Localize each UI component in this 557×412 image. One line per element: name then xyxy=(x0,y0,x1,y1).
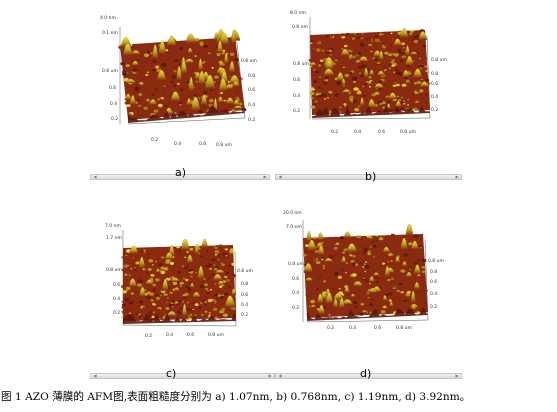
side-tick: 0.4 xyxy=(430,292,438,297)
subfigure-label-a: a) xyxy=(175,166,187,179)
afm-surface-a xyxy=(118,27,247,125)
y-tick: 0.2 xyxy=(111,117,119,122)
y-tick: 0.4 xyxy=(293,94,301,99)
side-tick: 0.8 xyxy=(248,74,256,79)
side-tick: 0.8 um xyxy=(431,58,447,63)
scroll-right-icon[interactable]: ▶ xyxy=(455,373,459,378)
afm-peaks xyxy=(309,28,430,109)
x-tick: 0.6 xyxy=(378,130,386,135)
side-tick: 0.8 xyxy=(430,270,438,275)
z-max-label: 7.0 nm xyxy=(105,224,121,229)
afm-peaks xyxy=(128,238,237,317)
y-tick: 0.2 xyxy=(292,306,300,311)
y-tick: 0.8 um xyxy=(102,69,118,74)
side-tick: 0.8 xyxy=(241,282,249,287)
afm-surface-c xyxy=(120,230,237,327)
scroll-right-icon[interactable]: ▶ xyxy=(455,174,459,179)
side-tick: 0.6 xyxy=(430,280,438,285)
y-tick: 0.6 xyxy=(292,277,300,282)
scroll-left-icon[interactable]: ◀ xyxy=(278,373,282,378)
x-tick: 0.4 xyxy=(354,130,362,135)
z-axis-label: 7.0 nm xyxy=(286,225,302,230)
afm-front-edge xyxy=(307,306,428,321)
z-axis-label: 1.7 nm xyxy=(106,236,122,241)
side-tick: 0.8 um xyxy=(237,269,253,274)
afm-peaks xyxy=(120,29,244,115)
subfigure-label-c: c) xyxy=(166,367,177,380)
x-tick: 0.4 xyxy=(174,142,182,147)
y-tick: 0.4 xyxy=(292,291,300,296)
scrollbar-row1-left[interactable]: ◀ ▶ xyxy=(90,174,270,180)
side-tick: 0.6 xyxy=(431,82,439,87)
subfigure-label-d: d) xyxy=(360,367,372,380)
y-tick: 0.8 um xyxy=(293,62,309,67)
z-axis-label: 0.1 nm xyxy=(102,31,118,36)
y-tick: 0.4 xyxy=(113,297,121,302)
x-tick: 0.8 um xyxy=(216,143,232,148)
afm-front-edge xyxy=(128,104,245,123)
z-max-label: 8.0 nm xyxy=(290,11,306,16)
x-tick: 0.2 xyxy=(151,138,159,143)
side-tick: 0.8 xyxy=(431,72,439,77)
figure-caption: 图 1 AZO 薄膜的 AFM图,表面粗糙度分别为 a) 1.07nm, b) … xyxy=(1,391,471,403)
subfigure-label-b: b) xyxy=(365,170,377,183)
side-tick: 0.6 xyxy=(248,88,256,93)
x-tick: 0.2 xyxy=(145,334,153,339)
x-tick: 0.6 xyxy=(187,333,195,338)
z-axis-label: 0.8 nm xyxy=(292,25,308,30)
side-tick: 0.2 xyxy=(430,305,438,310)
side-tick: 0.8 um xyxy=(428,259,444,264)
afm-panel-b: 8.0 nm 0.8 nm 0.8 um 0.6 0.4 0.2 0.8 um … xyxy=(290,10,450,145)
side-tick: 0.6 xyxy=(241,293,249,298)
scroll-left-icon[interactable]: ◀ xyxy=(93,373,97,378)
x-tick: 0.4 xyxy=(349,326,357,331)
afm-peaks xyxy=(303,224,421,315)
x-tick: 0.4 xyxy=(166,333,174,338)
afm-front-edge xyxy=(312,104,430,118)
side-tick: 0.2 xyxy=(431,108,439,113)
x-tick: 0.6 xyxy=(199,142,207,147)
scroll-right-icon[interactable]: ▶ xyxy=(268,373,272,378)
afm-panel-d: 20.0 nm 7.0 nm 0.8 um 0.6 0.4 0.2 0.8 um… xyxy=(283,210,444,345)
x-tick: 0.2 xyxy=(331,130,339,135)
scroll-left-icon[interactable]: ◀ xyxy=(278,174,282,179)
side-tick: 0.4 xyxy=(248,103,256,108)
afm-panel-a: 4.0 nm 0.1 nm 0.8 um 0.6 0.4 0.2 0.8 um … xyxy=(100,15,260,150)
y-tick: 0.8 um xyxy=(288,262,304,267)
afm-front-edge xyxy=(123,310,236,324)
y-tick: 0.4 xyxy=(110,102,118,107)
side-tick: 0.8 um xyxy=(241,59,257,64)
afm-surface-base xyxy=(120,37,245,120)
y-tick: 0.8 um xyxy=(106,268,122,273)
x-tick: 0.8 um xyxy=(208,333,224,338)
side-tick: 0.4 xyxy=(431,95,439,100)
z-max-label: 20.0 nm xyxy=(283,211,302,216)
afm-surface-b xyxy=(308,17,431,120)
y-tick: 0.6 xyxy=(293,78,301,83)
scrollbar-row2-left[interactable]: ◀ ▶ xyxy=(90,373,275,379)
scrollbar-row1-right[interactable]: ◀ ▶ xyxy=(275,174,462,180)
y-tick: 0.6 xyxy=(113,283,121,288)
afm-surface-d xyxy=(302,220,429,323)
y-tick: 0.2 xyxy=(293,109,301,114)
z-max-label: 4.0 nm xyxy=(100,16,116,21)
y-tick: 0.2 xyxy=(113,311,121,316)
scroll-left-icon[interactable]: ◀ xyxy=(93,174,97,179)
x-tick: 0.8 um xyxy=(400,130,416,135)
afm-panel-c: 7.0 nm 1.7 nm 0.8 um 0.6 0.4 0.2 0.8 um … xyxy=(103,223,263,353)
y-tick: 0.6 xyxy=(109,86,117,91)
side-tick: 0.2 xyxy=(248,118,256,123)
scroll-right-icon[interactable]: ▶ xyxy=(263,174,267,179)
side-tick: 0.4 xyxy=(241,303,249,308)
side-tick: 0.2 xyxy=(241,313,249,318)
x-tick: 0.6 xyxy=(374,326,382,331)
x-tick: 0.8 um xyxy=(396,326,412,331)
x-tick: 0.2 xyxy=(327,326,335,331)
scrollbar-row2-right[interactable]: ◀ ▶ xyxy=(275,373,462,379)
